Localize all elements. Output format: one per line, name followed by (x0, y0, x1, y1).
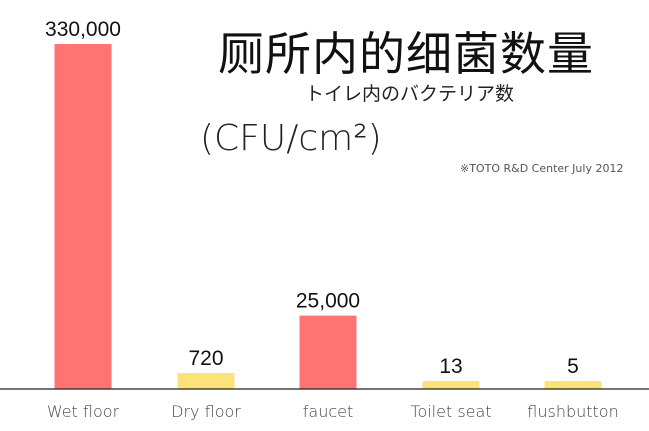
x-tick-label: Wet floor (47, 402, 120, 421)
data-label: 720 (188, 347, 223, 370)
data-label: 25,000 (296, 290, 360, 313)
x-tick-label: faucet (303, 402, 354, 421)
chart-subtitle: トイレ内のバクテリア数 (305, 83, 515, 105)
x-tick-label: Toilet seat (410, 402, 491, 421)
bar (422, 381, 480, 389)
unit-label: (CFU/cm²) (200, 118, 382, 159)
bar (177, 373, 235, 389)
x-tick-label: Dry floor (171, 402, 241, 421)
x-tick-label: flushbutton (527, 402, 618, 421)
bar (544, 381, 602, 389)
data-label: 13 (439, 355, 462, 378)
bar (299, 315, 357, 389)
data-label: 330,000 (45, 18, 121, 41)
data-label: 5 (567, 355, 579, 378)
chart-title: 厕所内的细菌数量 (218, 27, 594, 81)
bar (54, 44, 112, 389)
source-note: ※TOTO R&D Center July 2012 (460, 162, 624, 175)
